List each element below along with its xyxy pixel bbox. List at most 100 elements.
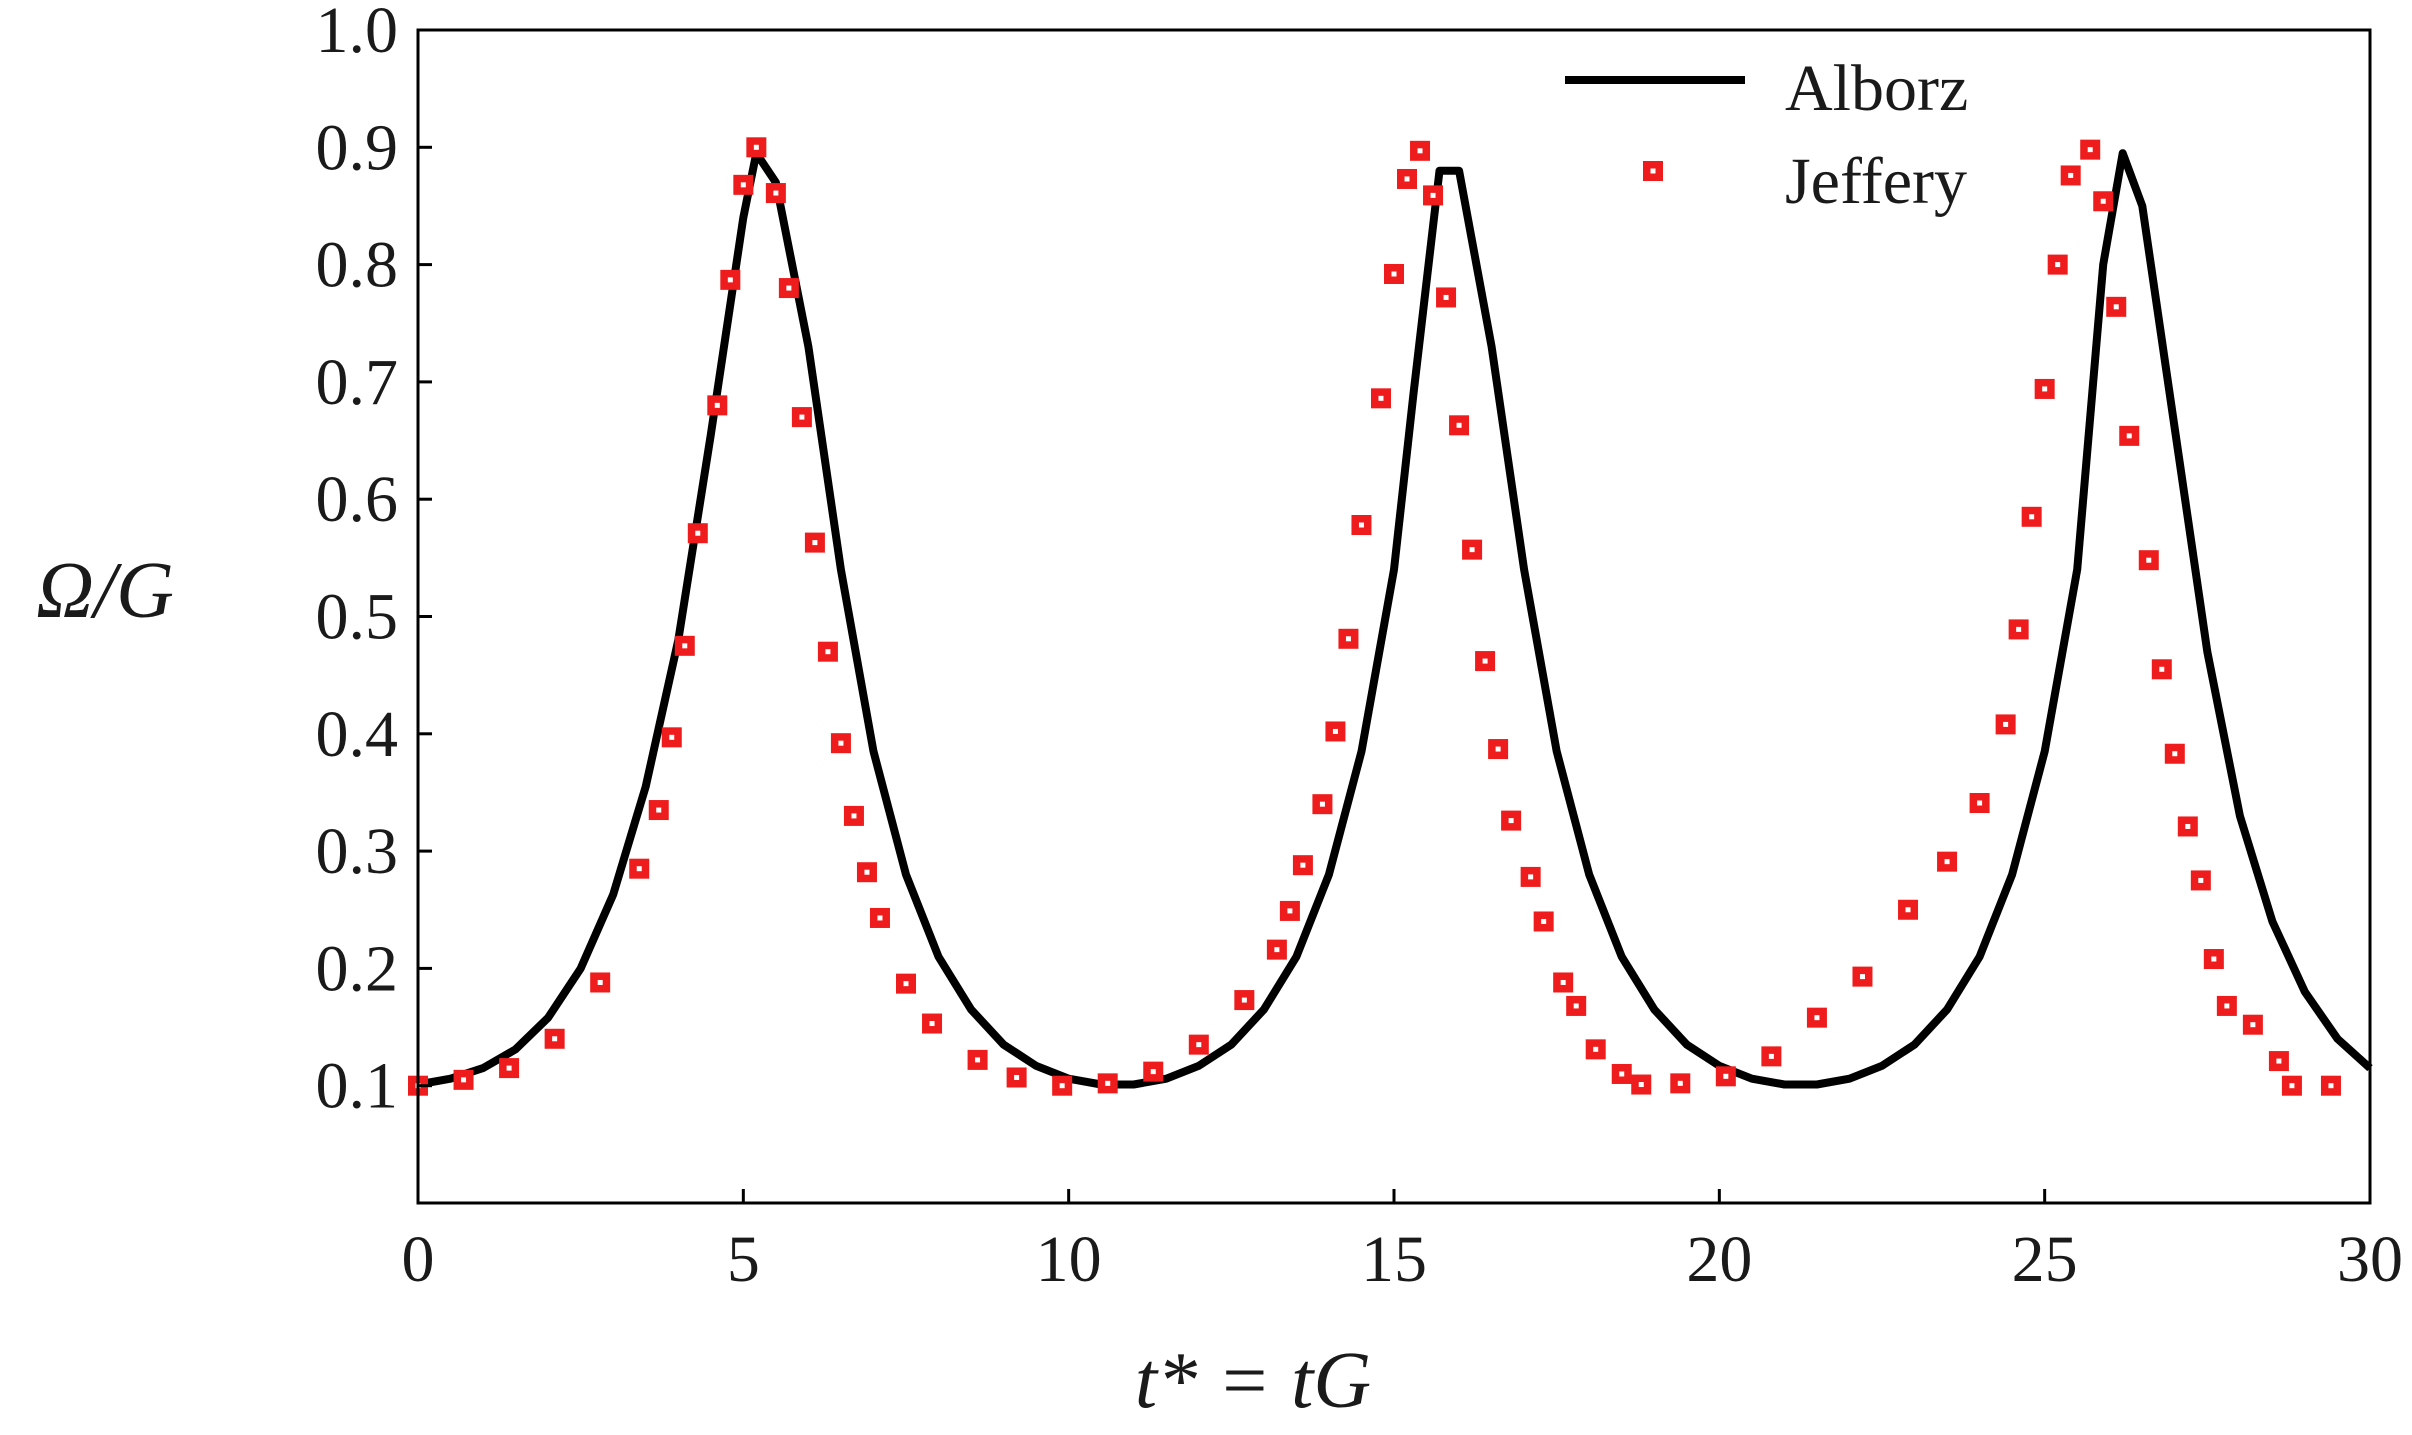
marker-center: [1723, 1073, 1729, 1079]
legend-label-jeffery: Jeffery: [1785, 145, 1967, 218]
marker-center: [799, 414, 805, 420]
marker-center: [851, 813, 857, 819]
data-point-jeffery: [1006, 1067, 1027, 1088]
data-point-jeffery: [1553, 972, 1574, 993]
marker-center: [461, 1077, 467, 1083]
data-point-jeffery: [1969, 793, 1990, 814]
marker-center: [1196, 1042, 1202, 1048]
marker-center: [1859, 974, 1865, 980]
data-point-jeffery: [967, 1049, 988, 1070]
marker-center: [1508, 818, 1514, 824]
data-point-jeffery: [687, 523, 708, 544]
data-point-jeffery: [2106, 296, 2127, 317]
marker-center: [1560, 979, 1566, 985]
marker-center: [2172, 751, 2178, 757]
data-point-jeffery: [1611, 1063, 1632, 1084]
data-point-jeffery: [843, 805, 864, 826]
data-point-jeffery: [2203, 949, 2224, 970]
marker-center: [1677, 1080, 1683, 1086]
data-point-jeffery: [1449, 415, 1470, 436]
marker-center: [2016, 626, 2022, 632]
y-tick-label: 0.3: [316, 815, 399, 888]
data-point-jeffery: [896, 973, 916, 994]
axes: 0 5 10 15 20 25 30 0.1 0.2 0.3 0.4 0.5 0.6 0.7 0.8 0.9 1…: [316, 0, 2404, 1296]
data-point-jeffery: [2034, 378, 2055, 399]
data-point-jeffery: [1806, 1007, 1827, 1028]
marker-center: [2159, 666, 2165, 672]
data-point-jeffery: [1351, 515, 1372, 536]
data-point-jeffery: [2021, 506, 2042, 527]
x-tick-label: 20: [1686, 1223, 1752, 1296]
y-tick-label: 0.9: [316, 111, 399, 184]
series-line-alborz: [417, 149, 2373, 1089]
y-tick-label: 0.4: [316, 698, 399, 771]
marker-center: [2198, 877, 2204, 883]
marker-center: [1573, 1003, 1579, 1009]
marker-center: [825, 649, 831, 655]
data-point-jeffery: [629, 858, 650, 879]
marker-center: [773, 190, 779, 196]
marker-center: [2250, 1022, 2256, 1028]
data-point-jeffery: [804, 532, 825, 553]
data-point-jeffery: [590, 972, 611, 993]
marker-center: [929, 1021, 935, 1027]
marker-center: [1430, 192, 1436, 198]
y-tick-label: 0.5: [316, 581, 399, 654]
data-point-jeffery: [661, 727, 682, 748]
marker-center: [1358, 522, 1364, 528]
marker-center: [1482, 658, 1488, 664]
y-tick-label: 0.7: [316, 346, 399, 419]
data-point-jeffery: [1475, 651, 1496, 672]
marker-center: [682, 643, 688, 649]
data-point-jeffery: [2119, 425, 2140, 446]
x-axis-title: t* = tG: [1135, 1337, 1371, 1425]
marker-center: [1638, 1082, 1644, 1088]
marker-center: [2068, 172, 2074, 178]
marker-center: [1287, 908, 1293, 914]
marker-center: [1541, 918, 1547, 924]
marker-center: [1241, 997, 1247, 1003]
marker-center: [1495, 746, 1501, 752]
marker-center: [1059, 1083, 1065, 1089]
y-tick-label: 0.1: [316, 1050, 399, 1123]
marker-center: [1319, 801, 1325, 807]
marker-center: [864, 869, 870, 875]
data-point-jeffery: [544, 1028, 565, 1049]
data-point-jeffery: [1423, 185, 1444, 206]
marker-center: [2055, 262, 2061, 268]
x-tick-label: 30: [2337, 1223, 2403, 1296]
data-point-jeffery: [791, 407, 812, 428]
data-point-jeffery: [1995, 714, 2016, 735]
data-point-jeffery: [746, 137, 767, 158]
data-point-jeffery: [778, 278, 799, 299]
data-point-jeffery: [1715, 1066, 1736, 1087]
marker-center: [2211, 956, 2217, 962]
marker-center: [1332, 728, 1338, 734]
x-tick-label: 10: [1036, 1223, 1102, 1296]
data-point-jeffery: [1370, 388, 1391, 409]
marker-center: [727, 277, 733, 283]
data-point-jeffery: [2008, 619, 2029, 640]
y-tick-label: 0.6: [316, 463, 399, 536]
marker-center: [1105, 1080, 1111, 1086]
data-point-jeffery: [1097, 1073, 1118, 1094]
data-point-jeffery: [1397, 168, 1418, 189]
data-point-jeffery: [1501, 810, 1522, 831]
data-point-jeffery: [1292, 855, 1313, 876]
data-point-jeffery: [1188, 1034, 1209, 1055]
marker-center: [1345, 636, 1351, 642]
marker-center: [2087, 147, 2093, 153]
marker-center: [1378, 395, 1384, 401]
x-tick-label: 0: [402, 1223, 435, 1296]
data-point-jeffery: [2281, 1075, 2302, 1096]
data-point-jeffery: [1384, 263, 1404, 284]
data-point-jeffery: [1338, 628, 1359, 649]
marker-center: [695, 530, 701, 536]
data-point-jeffery: [1585, 1039, 1606, 1060]
y-tick-label: 1.0: [316, 0, 399, 67]
marker-center: [1768, 1053, 1774, 1059]
marker-center: [1944, 859, 1950, 865]
marker-center: [1456, 422, 1462, 428]
legend-label-alborz: Alborz: [1785, 52, 1968, 125]
data-point-jeffery: [720, 269, 741, 290]
